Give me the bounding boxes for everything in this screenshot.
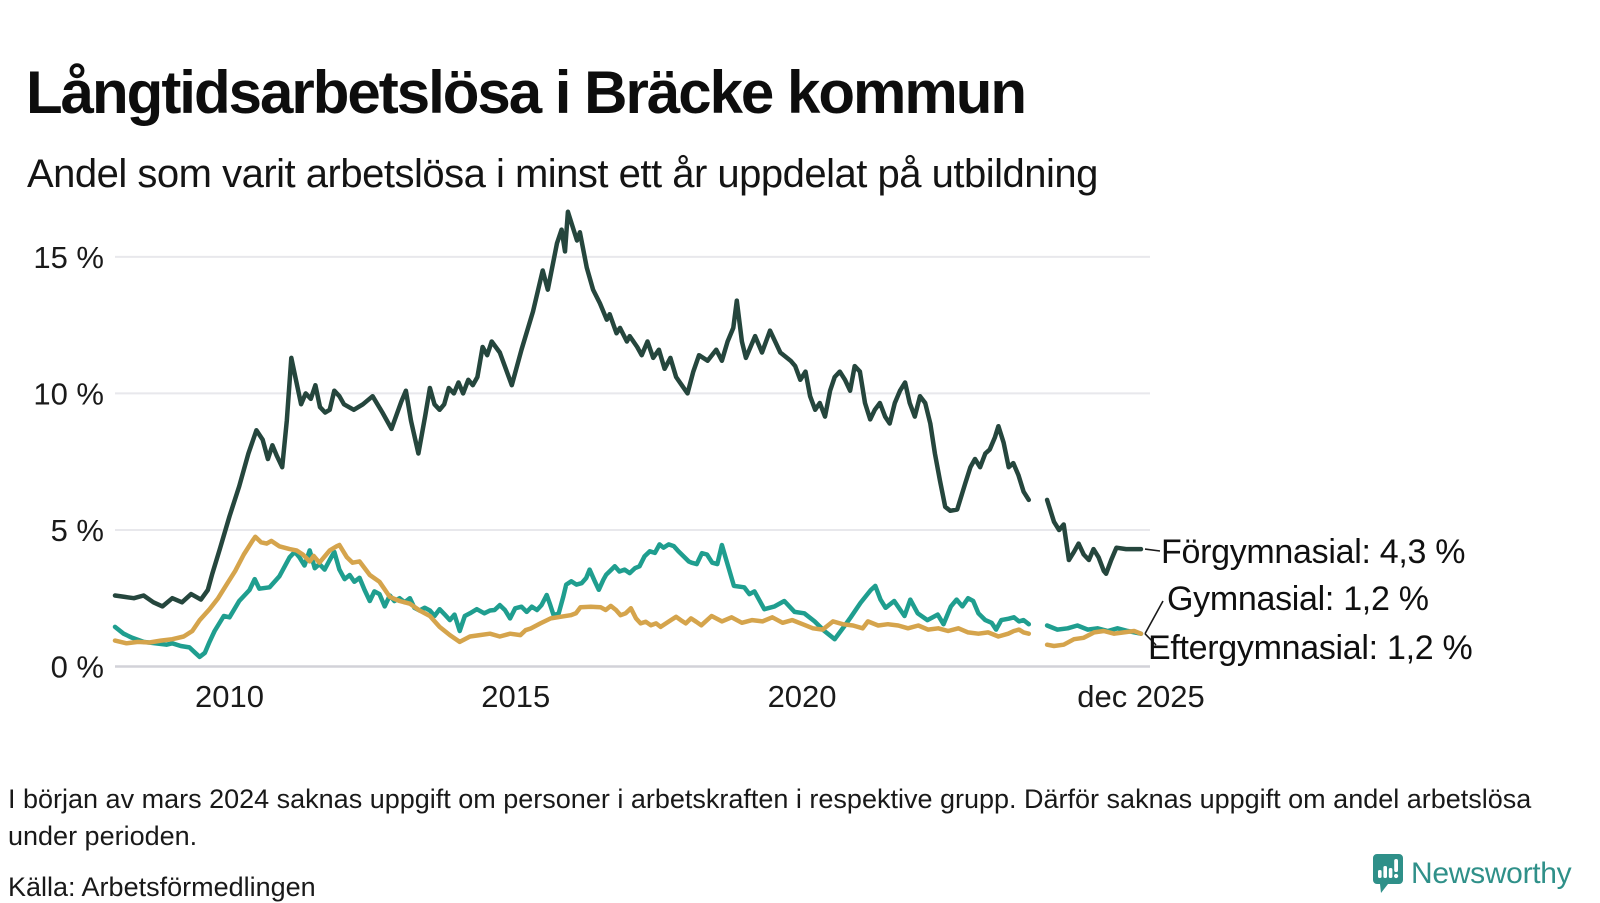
series-end-label-eftergymnasial: Eftergymnasial: 1,2 % [1148,629,1473,667]
label-leader-line [1144,548,1161,552]
series-line-eftergymnasial [112,534,1032,646]
chart-area: 0 % 5 % 10 % 15 % 2010 2015 2020 dec 2025 Förgy… [33,209,1473,714]
x-axis-tick-label: dec 2025 [1077,679,1205,714]
y-axis-tick-label: 0 % [51,650,104,685]
series-line-gymnasial [1044,623,1144,636]
x-axis-tick-label: 2020 [768,679,837,714]
series-line-gymnasial [112,542,1032,660]
series-end-label-gymnasial: Gymnasial: 1,2 % [1167,580,1429,618]
line-chart: 0 % 5 % 10 % 15 % 2010 2015 2020 dec 2025 [33,209,1205,714]
page-title: Långtidsarbetslösa i Bräcke kommun [26,59,1027,127]
chart-subtitle: Andel som varit arbetslösa i minst ett å… [27,152,1098,196]
series-line-förgymnasial [1044,497,1144,576]
y-axis-tick-label: 5 % [51,513,104,548]
series-line-eftergymnasial [1044,628,1144,649]
series-line-förgymnasial [112,209,1032,609]
footnote: I början av mars 2024 saknas uppgift om … [8,784,1532,851]
label-leader-line [1144,633,1157,646]
x-axis-tick-label: 2015 [481,679,550,714]
series-end-label-forgymnasial: Förgymnasial: 4,3 % [1161,533,1466,571]
y-axis-tick-label: 10 % [33,376,104,411]
newsworthy-icon [1373,854,1403,893]
y-axis-tick-label: 15 % [33,240,104,275]
source-note: Källa: Arbetsförmedlingen [8,872,316,902]
label-leader-line [1144,600,1164,635]
x-axis-tick-label: 2010 [195,679,264,714]
brand-logo: Newsworthy [1372,853,1572,895]
brand-name: Newsworthy [1411,857,1572,890]
